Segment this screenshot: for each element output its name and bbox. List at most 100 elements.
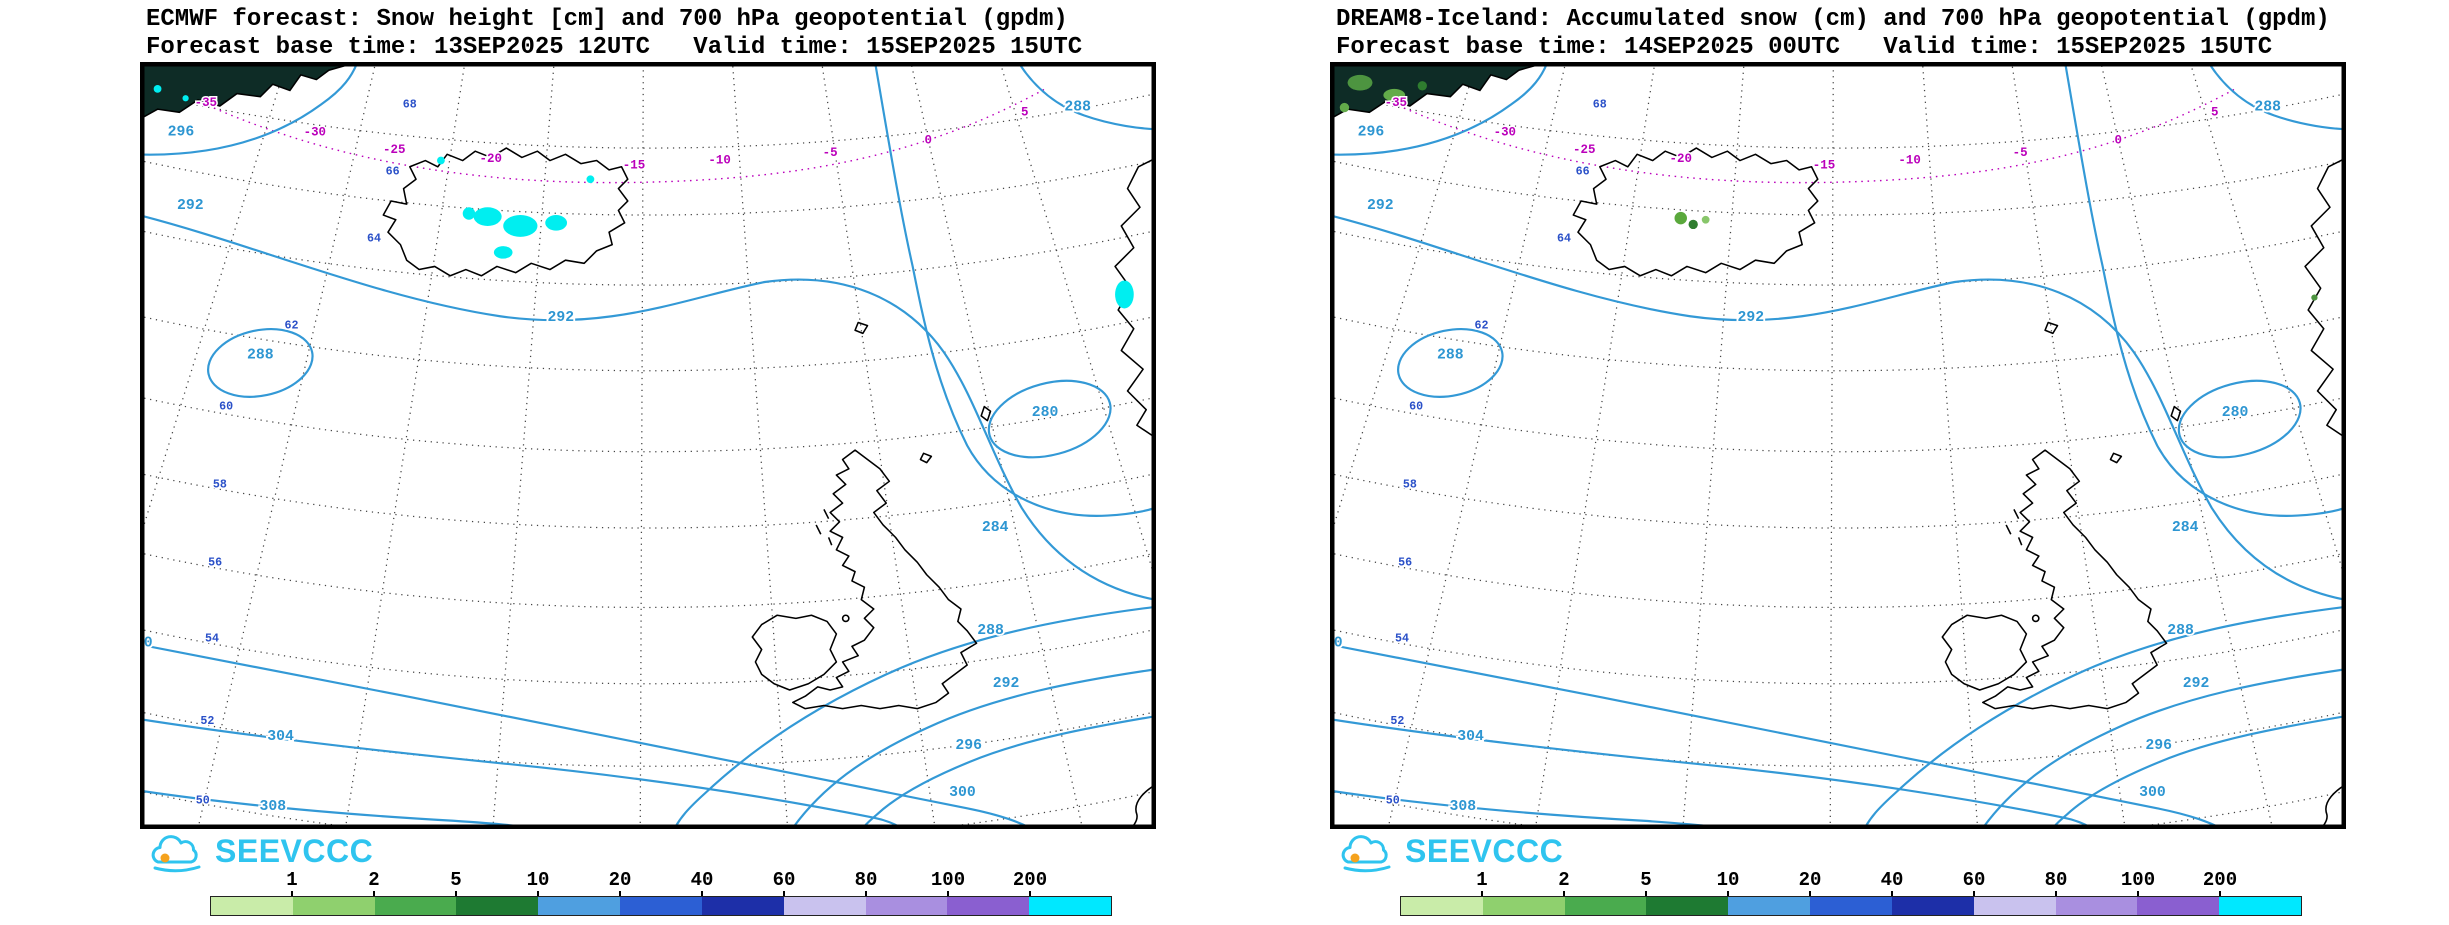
- latitude-label: 50: [1386, 794, 1400, 808]
- latitude-label: 60: [1409, 400, 1423, 414]
- geopotential-label: 288: [2167, 623, 2194, 639]
- temperature-label: -15: [623, 158, 645, 172]
- geopotential-label: 288: [1064, 100, 1091, 116]
- legend-color-swatch: [865, 897, 948, 915]
- latitude-label: 66: [386, 165, 400, 179]
- legend-tick-mark: [537, 891, 539, 896]
- latitude-label: 54: [205, 632, 219, 646]
- legend-color-swatch: [1482, 897, 1565, 915]
- legend-tick-mark: [291, 891, 293, 896]
- legend-tick-label: 80: [854, 869, 878, 891]
- legend-color-swatch: [1973, 897, 2056, 915]
- legend-tick-mark: [1891, 891, 1893, 896]
- weather-map-dream8: 296 292 288 292 288 280 284 288 292 296 300 304 308 0…: [1332, 64, 2344, 827]
- legend-tick-mark: [865, 891, 867, 896]
- geopotential-label: 292: [993, 676, 1020, 692]
- map-labels: 296 292 288 292 288 280 284 288 292 296 300 304 308 0…: [142, 94, 1093, 816]
- legend-tick-label: 40: [1880, 869, 1904, 891]
- temperature-label: -10: [1898, 154, 1920, 168]
- latitude-label: 62: [284, 319, 298, 333]
- geopotential-label: 296: [168, 125, 195, 141]
- panel-titles: DREAM8-Iceland: Accumulated snow (cm) an…: [1330, 6, 2346, 62]
- legend-color-swatch: [374, 897, 457, 915]
- geopotential-label: 284: [2172, 520, 2199, 536]
- geopotential-label: 292: [1738, 310, 1765, 326]
- temperature-label: 0: [925, 133, 932, 147]
- seevccc-logo: SEEVCCC: [144, 829, 373, 873]
- panel-footer: SEEVCCC 1 2 5 10 20 40 60 80 100 200: [140, 829, 1156, 918]
- legend-tick-mark: [2137, 891, 2139, 896]
- legend-tick-label: 200: [1012, 869, 1048, 891]
- geopotential-label: 292: [177, 198, 204, 214]
- legend-tick-label: 80: [2044, 869, 2068, 891]
- legend-tick-label: 1: [1476, 869, 1488, 891]
- geopotential-label: 292: [548, 310, 575, 326]
- map-frame: 296 292 288 292 288 280 284 288 292 296 300 304 308 0…: [140, 62, 1156, 829]
- legend-color-swatch: [2055, 897, 2138, 915]
- temperature-label: -30: [304, 126, 326, 140]
- geopotential-label: 308: [259, 799, 286, 815]
- map-labels: 296 292 288 292 288 280 284 288 292 296 300 304 308 0…: [1332, 94, 2283, 816]
- latitude-label: 52: [200, 714, 214, 728]
- latitude-label: 56: [208, 555, 222, 569]
- cloud-outline: [1341, 835, 1388, 864]
- legend-color-swatch: [701, 897, 784, 915]
- legend-tick-label: 5: [450, 869, 462, 891]
- geopotential-label: 292: [2183, 676, 2210, 692]
- legend-ticks: 1 2 5 10 20 40 60 80 100 200: [210, 869, 1130, 896]
- latitude-label: 50: [196, 794, 210, 808]
- cloud-outline: [151, 835, 198, 864]
- snow-patches-cyan: [153, 85, 1134, 309]
- legend-color-swatch: [1891, 897, 1974, 915]
- geopotential-label: 280: [1032, 405, 1059, 421]
- temperature-label: -5: [823, 146, 838, 160]
- latitude-label: 58: [213, 478, 227, 492]
- legend-tick-label: 100: [2120, 869, 2156, 891]
- latitude-label: 64: [1557, 232, 1571, 246]
- geopotential-label: 296: [2145, 738, 2172, 754]
- latitude-label: 58: [1403, 478, 1417, 492]
- legend-tick-mark: [701, 891, 703, 896]
- snow-scale-legend: 1 2 5 10 20 40 60 80 100 200: [1400, 869, 2320, 916]
- latitude-label: 68: [403, 98, 417, 112]
- legend-tick-mark: [947, 891, 949, 896]
- map-border: [1332, 64, 2344, 827]
- legend-tick-label: 40: [690, 869, 714, 891]
- panel-dream8: DREAM8-Iceland: Accumulated snow (cm) an…: [1330, 6, 2346, 918]
- map-frame: 296 292 288 292 288 280 284 288 292 296 300 304 308 0…: [1330, 62, 2346, 829]
- cloud-underline: [153, 865, 201, 873]
- legend-tick-label: 2: [1558, 869, 1570, 891]
- panel-ecmwf: ECMWF forecast: Snow height [cm] and 700…: [140, 6, 1156, 918]
- panel-title-line2: Forecast base time: 13SEP2025 12UTC Vali…: [146, 34, 1083, 61]
- geopotential-label: 296: [1358, 125, 1385, 141]
- legend-tick-label: 100: [930, 869, 966, 891]
- legend-tick-label: 2: [368, 869, 380, 891]
- latitude-label: 60: [219, 400, 233, 414]
- geopotential-label: 0: [144, 635, 153, 651]
- legend-color-swatch: [1401, 897, 1483, 915]
- legend-color-swatch: [292, 897, 375, 915]
- legend-tick-label: 1: [286, 869, 298, 891]
- temperature-label: 0: [2115, 133, 2122, 147]
- geopotential-label: 280: [2222, 405, 2249, 421]
- weather-map-ecmwf: 296 292 288 292 288 280 284 288 292 296 300 304 308 0…: [142, 64, 1154, 827]
- latitude-label: 54: [1395, 632, 1409, 646]
- geopotential-label: 288: [247, 347, 274, 363]
- latitude-label: 64: [367, 232, 381, 246]
- legend-tick-mark: [2055, 891, 2057, 896]
- legend-color-swatch: [211, 897, 293, 915]
- temperature-label: 5: [1021, 105, 1028, 119]
- geopotential-label: 0: [1334, 635, 1343, 651]
- temperature-label: -5: [2013, 146, 2028, 160]
- legend-color-swatch: [620, 897, 702, 915]
- temperature-label: -25: [383, 143, 405, 157]
- basemap: [1332, 64, 2344, 827]
- panel-footer: SEEVCCC 1 2 5 10 20 40 60 80 100 200: [1330, 829, 2346, 918]
- geopotential-label: 300: [2139, 785, 2166, 801]
- cloud-icon: [151, 835, 201, 873]
- legend-color-swatch: [783, 897, 866, 915]
- sun-dot-icon: [1350, 853, 1360, 863]
- legend-color-swatch: [1646, 897, 1729, 915]
- cloud-underline: [1343, 865, 1391, 873]
- temperature-label: -20: [480, 152, 502, 166]
